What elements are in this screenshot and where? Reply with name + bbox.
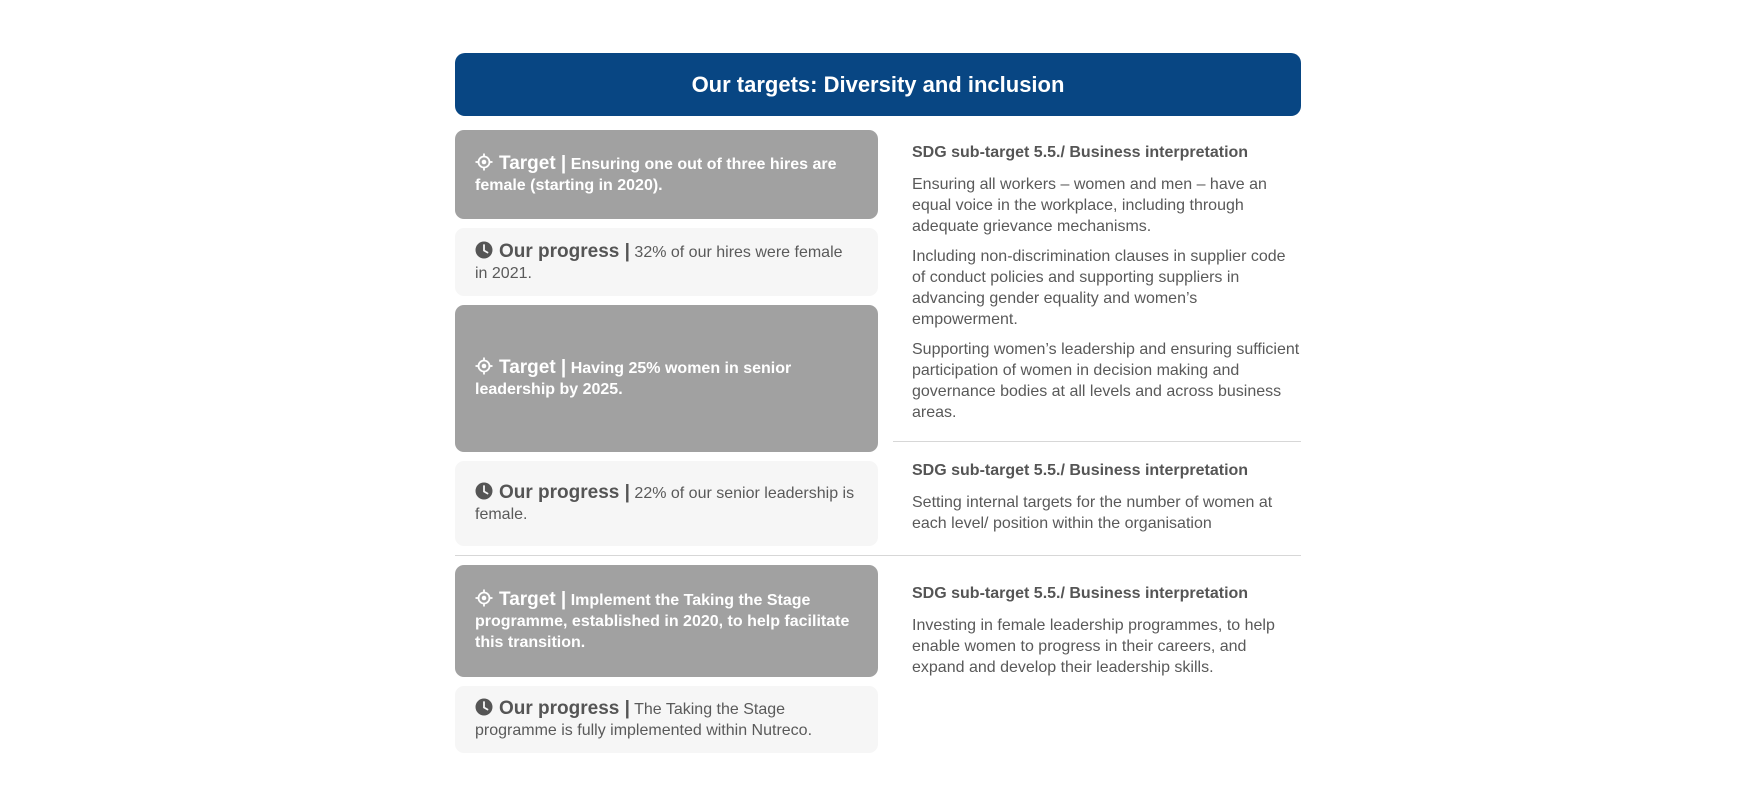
sdg-paragraph: Including non-discrimination clauses in … (912, 248, 1286, 328)
sdg-section: SDG sub-target 5.5./ Business interpreta… (912, 144, 1302, 432)
target-icon (475, 153, 493, 171)
target-label: Target | (499, 153, 567, 174)
progress-label: Our progress | (499, 240, 630, 262)
sdg-paragraph: Supporting women’s leadership and ensuri… (912, 341, 1300, 421)
target-icon (475, 357, 493, 375)
sdg-title: SDG sub-target 5.5./ Business interpreta… (912, 585, 1249, 602)
sdg-paragraph: Setting internal targets for the number … (912, 494, 1273, 532)
target-box: Target | Ensuring one out of three hires… (455, 130, 878, 219)
target-text: Having 25% women in senior leadership by… (475, 360, 792, 398)
target-box: Target | Having 25% women in senior lead… (455, 305, 878, 452)
page-header: Our targets: Diversity and inclusion (455, 53, 1301, 116)
target-label: Target | (499, 589, 567, 610)
progress-text: 22% of our senior leadership is female. (475, 485, 855, 523)
clock-icon (475, 698, 493, 716)
target-text: Ensuring one out of three hires are fema… (475, 156, 837, 194)
progress-label: Our progress | (499, 698, 630, 719)
progress-text: The Taking the Stage programme is fully … (475, 701, 813, 739)
sdg-section: SDG sub-target 5.5./ Business interpreta… (912, 462, 1302, 543)
clock-icon (475, 482, 493, 500)
target-text: Implement the Taking the Stage programme… (475, 592, 850, 651)
sdg-title: SDG sub-target 5.5./ Business interpreta… (912, 144, 1249, 161)
sdg-title: SDG sub-target 5.5./ Business interpreta… (912, 462, 1249, 479)
sdg-paragraph: Ensuring all workers – women and men – h… (912, 176, 1267, 235)
page-title: Our targets: Diversity and inclusion (691, 71, 1065, 97)
row-divider (455, 555, 1301, 556)
progress-text: 32% of our hires were female in 2021. (475, 243, 843, 282)
section-divider (893, 441, 1301, 442)
target-box: Target | Implement the Taking the Stage … (455, 565, 878, 677)
progress-box: Our progress | The Taking the Stage prog… (455, 686, 878, 753)
sdg-section: SDG sub-target 5.5./ Business interpreta… (912, 585, 1302, 687)
progress-label: Our progress | (499, 482, 630, 503)
sdg-paragraph: Investing in female leadership programme… (912, 617, 1275, 676)
target-label: Target | (499, 357, 567, 378)
clock-icon (475, 241, 493, 258)
target-icon (475, 589, 493, 607)
progress-box: Our progress | 22% of our senior leaders… (455, 461, 878, 546)
progress-box: Our progress | 32% of our hires were fem… (455, 228, 878, 296)
